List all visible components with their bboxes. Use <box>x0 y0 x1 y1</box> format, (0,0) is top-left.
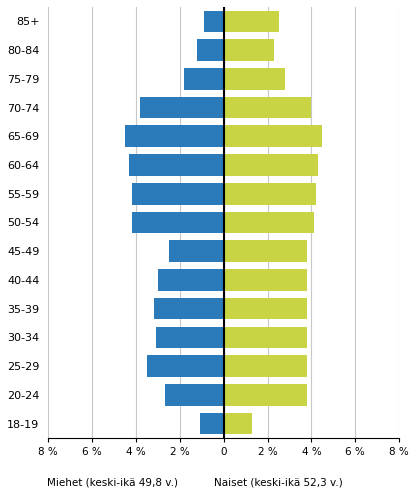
Bar <box>132 212 224 233</box>
Bar <box>224 298 307 320</box>
Bar <box>224 97 312 118</box>
Bar <box>204 10 224 32</box>
Bar <box>125 126 224 147</box>
Bar <box>224 384 307 406</box>
Bar <box>224 355 307 377</box>
Bar <box>224 241 307 262</box>
Bar <box>154 298 224 320</box>
Bar <box>141 97 224 118</box>
Bar <box>224 183 316 205</box>
Bar <box>224 413 252 435</box>
Text: Naiset (keski-ikä 52,3 v.): Naiset (keski-ikä 52,3 v.) <box>214 477 343 487</box>
Bar <box>224 39 274 61</box>
Bar <box>224 154 318 176</box>
Bar <box>224 212 314 233</box>
Bar <box>224 269 307 291</box>
Bar <box>156 327 224 348</box>
Bar <box>200 413 224 435</box>
Bar <box>224 68 285 89</box>
Bar <box>224 126 322 147</box>
Bar <box>132 183 224 205</box>
Bar <box>147 355 224 377</box>
Bar <box>224 10 279 32</box>
Bar <box>198 39 224 61</box>
Bar <box>129 154 224 176</box>
Bar <box>184 68 224 89</box>
Bar <box>158 269 224 291</box>
Text: Miehet (keski-ikä 49,8 v.): Miehet (keski-ikä 49,8 v.) <box>47 477 178 487</box>
Bar <box>165 384 224 406</box>
Bar <box>169 241 224 262</box>
Bar <box>224 327 307 348</box>
